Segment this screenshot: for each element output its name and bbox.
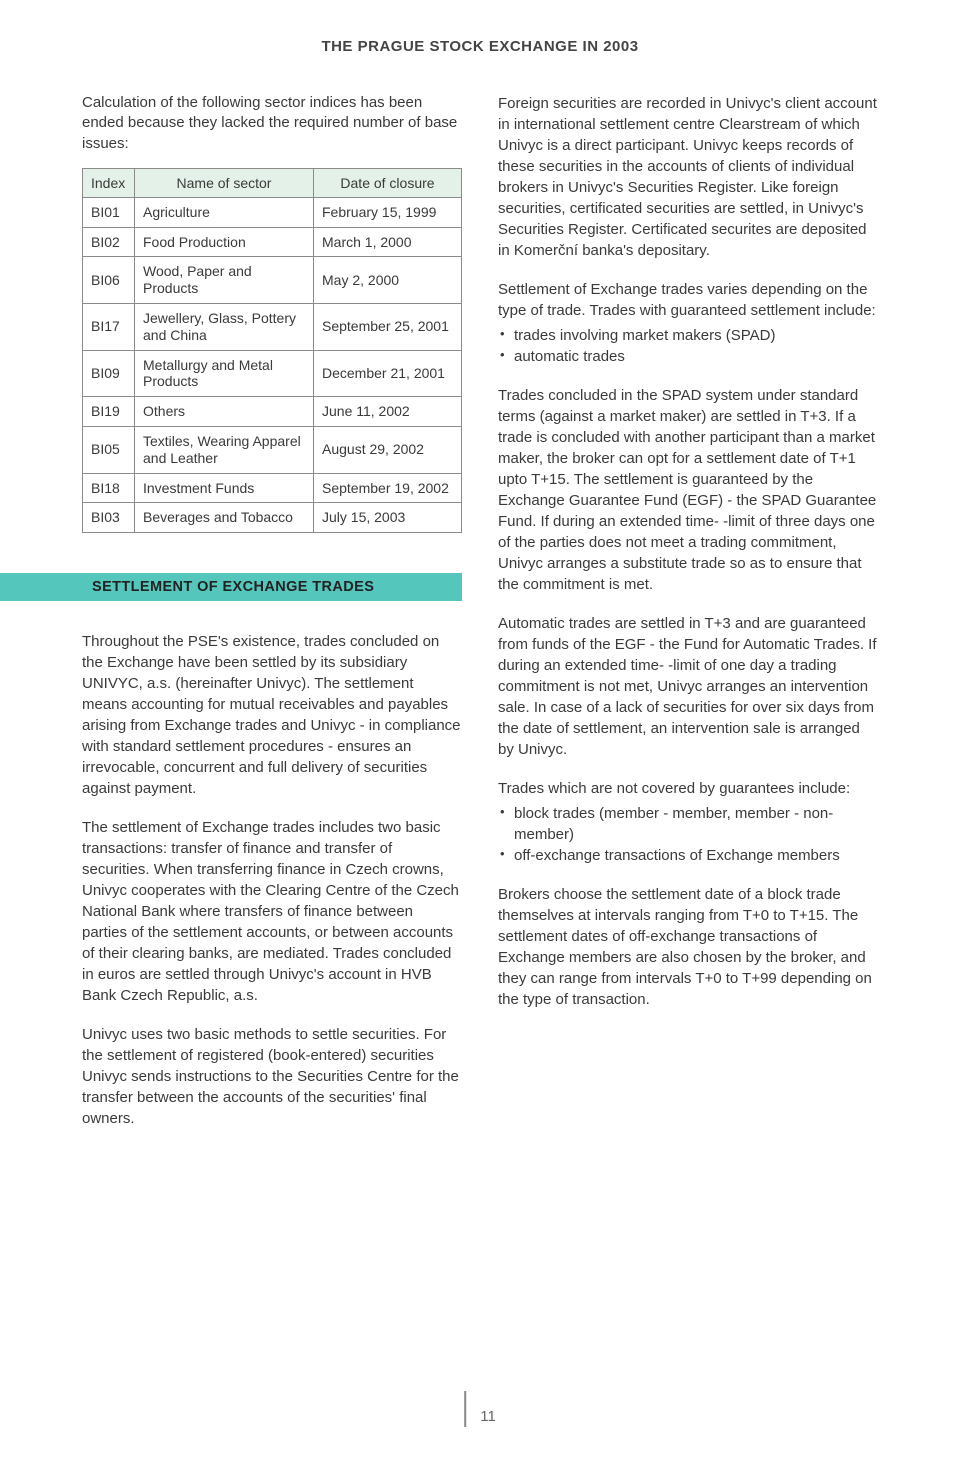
section-heading: SETTLEMENT OF EXCHANGE TRADES bbox=[0, 573, 462, 601]
table-row: BI05Textiles, Wearing Apparel and Leathe… bbox=[83, 426, 462, 473]
cell-date: September 19, 2002 bbox=[314, 473, 462, 503]
list-item: block trades (member - member, member - … bbox=[498, 803, 878, 845]
body-paragraph: Throughout the PSE's existence, trades c… bbox=[82, 631, 462, 799]
cell-date: December 21, 2001 bbox=[314, 350, 462, 397]
cell-name: Investment Funds bbox=[135, 473, 314, 503]
body-paragraph: Foreign securities are recorded in Univy… bbox=[498, 93, 878, 261]
cell-idx: BI19 bbox=[83, 397, 135, 427]
table-row: BI01AgricultureFebruary 15, 1999 bbox=[83, 197, 462, 227]
cell-name: Textiles, Wearing Apparel and Leather bbox=[135, 426, 314, 473]
cell-idx: BI05 bbox=[83, 426, 135, 473]
table-row: BI18Investment FundsSeptember 19, 2002 bbox=[83, 473, 462, 503]
body-paragraph: Trades which are not covered by guarante… bbox=[498, 778, 878, 799]
cell-idx: BI06 bbox=[83, 257, 135, 304]
body-paragraph: Automatic trades are settled in T+3 and … bbox=[498, 613, 878, 760]
page-number: 11 bbox=[480, 1408, 496, 1427]
cell-idx: BI17 bbox=[83, 303, 135, 350]
text-span: are settled in T+3 and are guaranteed fr… bbox=[498, 615, 877, 758]
cell-date: July 15, 2003 bbox=[314, 503, 462, 533]
list-item: off-exchange transactions of Exchange me… bbox=[498, 845, 878, 866]
emph-text: Foreign securities bbox=[498, 95, 616, 112]
text-span: (book-entered) bbox=[264, 1047, 371, 1064]
page-footer: 11 bbox=[464, 1391, 496, 1427]
cell-date: February 15, 1999 bbox=[314, 197, 462, 227]
cell-name: Wood, Paper and Products bbox=[135, 257, 314, 304]
cell-date: March 1, 2000 bbox=[314, 227, 462, 257]
cell-date: August 29, 2002 bbox=[314, 426, 462, 473]
left-column: Calculation of the following sector indi… bbox=[82, 93, 462, 1147]
cell-idx: BI03 bbox=[83, 503, 135, 533]
cell-name: Metallurgy and Metal Products bbox=[135, 350, 314, 397]
table-row: BI09Metallurgy and Metal ProductsDecembe… bbox=[83, 350, 462, 397]
text-span: under standard terms (against a market m… bbox=[498, 387, 876, 593]
text-span: Univyc sends instructions to the Securit… bbox=[82, 1068, 459, 1127]
body-paragraph: Trades concluded in the SPAD system unde… bbox=[498, 385, 878, 595]
emph-text: certificated securities bbox=[570, 200, 710, 217]
cell-name: Beverages and Tobacco bbox=[135, 503, 314, 533]
body-paragraph: Univyc uses two basic methods to settle … bbox=[82, 1024, 462, 1129]
th-index: Index bbox=[83, 168, 135, 197]
intro-text: Calculation of the following sector indi… bbox=[82, 93, 462, 154]
cell-date: September 25, 2001 bbox=[314, 303, 462, 350]
text-span: are recorded in Univyc's client account … bbox=[498, 95, 877, 217]
right-column: Foreign securities are recorded in Univy… bbox=[498, 93, 878, 1147]
cell-date: May 2, 2000 bbox=[314, 257, 462, 304]
emph-text: SPAD system bbox=[662, 387, 753, 404]
th-name: Name of sector bbox=[135, 168, 314, 197]
page-title: THE PRAGUE STOCK EXCHANGE IN 2003 bbox=[82, 38, 878, 55]
cell-name: Others bbox=[135, 397, 314, 427]
sector-indices-table: Index Name of sector Date of closure BI0… bbox=[82, 168, 462, 533]
content-columns: Calculation of the following sector indi… bbox=[82, 93, 878, 1147]
cell-idx: BI09 bbox=[83, 350, 135, 397]
emph-text: registered bbox=[197, 1047, 264, 1064]
table-row: BI06Wood, Paper and ProductsMay 2, 2000 bbox=[83, 257, 462, 304]
table-row: BI17Jewellery, Glass, Pottery and ChinaS… bbox=[83, 303, 462, 350]
cell-idx: BI18 bbox=[83, 473, 135, 503]
table-row: BI19OthersJune 11, 2002 bbox=[83, 397, 462, 427]
table-header-row: Index Name of sector Date of closure bbox=[83, 168, 462, 197]
cell-name: Agriculture bbox=[135, 197, 314, 227]
table-row: BI02Food ProductionMarch 1, 2000 bbox=[83, 227, 462, 257]
body-paragraph: The settlement of Exchange trades includ… bbox=[82, 817, 462, 1006]
table-row: BI03Beverages and TobaccoJuly 15, 2003 bbox=[83, 503, 462, 533]
list-item: automatic trades bbox=[498, 346, 878, 367]
cell-date: June 11, 2002 bbox=[314, 397, 462, 427]
cell-idx: BI01 bbox=[83, 197, 135, 227]
emph-text: Automatic trades bbox=[498, 615, 611, 632]
emph-text: securities bbox=[371, 1047, 434, 1064]
th-date: Date of closure bbox=[314, 168, 462, 197]
bullet-list: trades involving market makers (SPAD) au… bbox=[498, 325, 878, 367]
cell-idx: BI02 bbox=[83, 227, 135, 257]
body-paragraph: Brokers choose the settlement date of a … bbox=[498, 884, 878, 1010]
footer-divider bbox=[464, 1391, 466, 1427]
cell-name: Food Production bbox=[135, 227, 314, 257]
bullet-list: block trades (member - member, member - … bbox=[498, 803, 878, 866]
list-item: trades involving market makers (SPAD) bbox=[498, 325, 878, 346]
text-span: Trades concluded in the bbox=[498, 387, 662, 404]
cell-name: Jewellery, Glass, Pottery and China bbox=[135, 303, 314, 350]
body-paragraph: Settlement of Exchange trades varies dep… bbox=[498, 279, 878, 321]
